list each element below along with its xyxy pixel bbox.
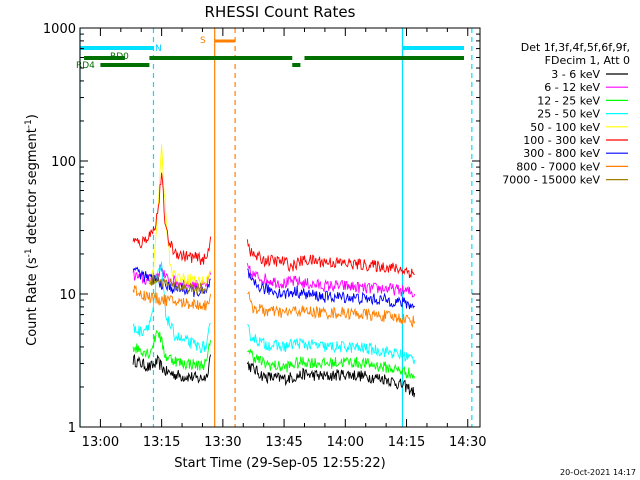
series-7-line-1 xyxy=(247,290,416,329)
y-axis-label-main: Count Rate (s xyxy=(25,257,40,346)
series-7 xyxy=(132,285,416,329)
series-6 xyxy=(132,266,416,310)
y-axis-label-tail: detector segment xyxy=(25,128,40,248)
state-bar-rd0-2 xyxy=(304,56,464,60)
x-tick-label-4: 14:00 xyxy=(327,435,364,450)
legend-header-line-2: FDecim 1, Att 0 xyxy=(545,54,630,67)
state-label-rd4: RD4 xyxy=(76,61,95,71)
y-tick-label-3: 1000 xyxy=(43,22,76,37)
series-group xyxy=(132,144,416,398)
x-axis-label: Start Time (29-Sep-05 12:55:22) xyxy=(174,456,385,471)
x-tick-label-6: 14:30 xyxy=(449,435,486,450)
state-bar-rd0-1 xyxy=(149,56,293,60)
y-axis-label: Count Rate (s-1 detector segment-1) xyxy=(24,114,40,346)
y-axis-label-sup2: -1 xyxy=(24,119,34,128)
series-0 xyxy=(132,353,416,398)
state-bar-n-0 xyxy=(80,46,154,50)
legend-label-0: 3 - 6 keV xyxy=(551,68,600,81)
series-4-line-0 xyxy=(148,144,211,286)
series-5-line-1 xyxy=(246,239,415,278)
plot-frame xyxy=(79,27,481,428)
legend-label-8: 7000 - 15000 keV xyxy=(502,174,600,187)
state-bar-rd4-0 xyxy=(100,63,150,67)
series-2-line-1 xyxy=(247,348,416,380)
state-bar-rd4-1 xyxy=(292,63,301,67)
x-tick-label-2: 13:30 xyxy=(204,435,241,450)
y-tick-label-1: 10 xyxy=(59,288,76,303)
legend-label-6: 300 - 800 keV xyxy=(523,147,600,160)
series-5 xyxy=(132,172,415,278)
x-tick-label-1: 13:15 xyxy=(143,435,180,450)
series-1-line-1 xyxy=(246,263,416,298)
series-8 xyxy=(149,273,207,295)
state-bar-rd0-0 xyxy=(84,56,125,60)
legend-label-1: 6 - 12 keV xyxy=(544,81,600,94)
chart-title: RHESSI Count Rates xyxy=(205,3,356,21)
series-3-line-1 xyxy=(247,323,416,365)
y-axis-label-close: ) xyxy=(25,114,40,119)
series-8-line-0 xyxy=(149,273,207,295)
series-6-line-1 xyxy=(247,268,416,310)
series-7-line-0 xyxy=(132,285,212,311)
legend: Det 1f,3f,4f,5f,6f,9f, FDecim 1, Att 0 3… xyxy=(502,41,630,187)
series-6-line-0 xyxy=(132,266,211,298)
legend-label-3: 25 - 50 keV xyxy=(537,108,600,121)
legend-label-2: 12 - 25 keV xyxy=(537,94,600,107)
legend-label-5: 100 - 300 keV xyxy=(523,134,600,147)
series-4 xyxy=(148,144,211,286)
series-3 xyxy=(132,261,416,365)
state-label-s: S xyxy=(200,36,206,46)
y-tick-label-0: 1 xyxy=(68,421,76,436)
state-label-rd0: RD0 xyxy=(110,52,129,62)
state-label-n: N xyxy=(155,44,162,54)
legend-label-7: 800 - 7000 keV xyxy=(516,160,600,173)
series-2 xyxy=(132,329,416,380)
series-3-line-0 xyxy=(132,261,211,354)
y-tick-label-2: 100 xyxy=(51,155,76,170)
x-tick-label-3: 13:45 xyxy=(265,435,302,450)
series-5-line-0 xyxy=(132,172,212,265)
legend-header-line-1: Det 1f,3f,4f,5f,6f,9f, xyxy=(521,41,630,54)
series-0-line-1 xyxy=(246,360,416,398)
series-0-line-0 xyxy=(132,353,212,384)
legend-label-4: 50 - 100 keV xyxy=(530,121,600,134)
x-tick-label-5: 14:15 xyxy=(388,435,425,450)
y-axis: 1 10 100 1000 xyxy=(43,22,480,436)
y-axis-label-sup: -1 xyxy=(24,248,34,257)
x-axis: 13:00 13:15 13:30 13:45 14:00 14:15 14:30 xyxy=(82,28,486,450)
footer-timestamp: 20-Oct-2021 14:17 xyxy=(560,468,636,477)
series-2-line-0 xyxy=(132,329,212,371)
state-bar-s-0 xyxy=(214,39,236,43)
state-bars: RD0 RD4 N S xyxy=(76,36,464,71)
x-tick-label-0: 13:00 xyxy=(82,435,119,450)
state-bar-n-1 xyxy=(402,46,464,50)
